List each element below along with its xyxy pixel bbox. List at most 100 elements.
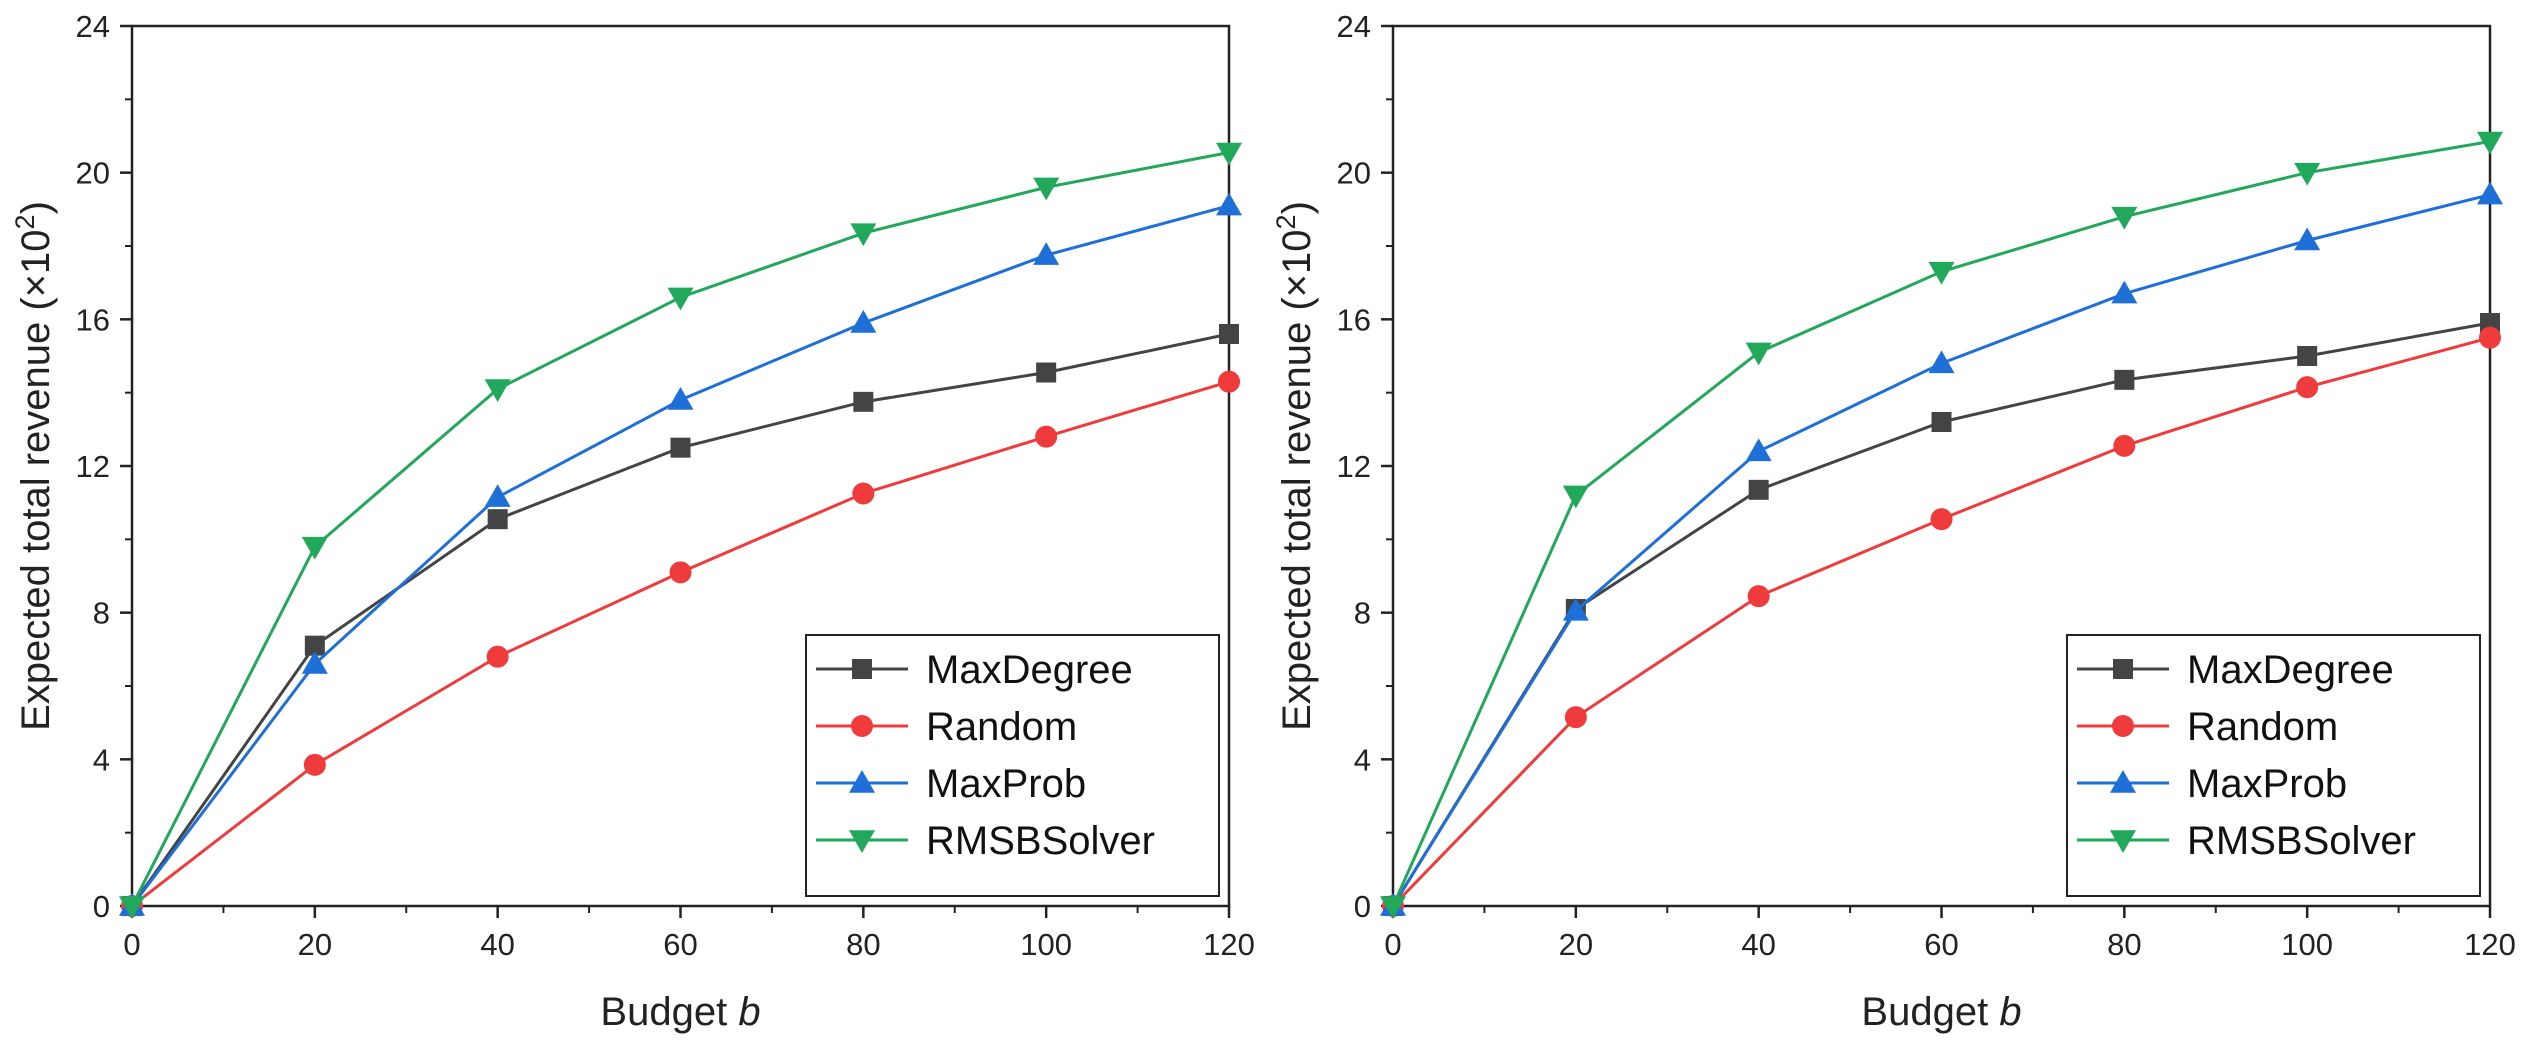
data-point: [119, 896, 145, 919]
legend-item-rmsbsolver: RMSBSolver: [2077, 819, 2416, 863]
y-tick-label: 20: [76, 156, 110, 191]
x-axis-title-text: Budget: [600, 990, 738, 1034]
x-axis-variable: b: [738, 990, 760, 1034]
y-tick-label: 20: [1337, 156, 1371, 191]
legend-label: Random: [926, 705, 1077, 749]
legend-marker: [852, 659, 872, 679]
data-point: [2479, 326, 2501, 349]
data-point: [852, 482, 875, 505]
data-point: [853, 391, 874, 412]
data-point: [1930, 508, 1953, 531]
data-point: [1928, 350, 1955, 374]
x-tick-label: 0: [123, 927, 140, 962]
data-point: [1036, 362, 1057, 383]
data-point: [669, 561, 692, 584]
data-point: [667, 287, 694, 311]
legend-item-rmsbsolver: RMSBSolver: [816, 819, 1155, 863]
data-point: [1745, 438, 1772, 462]
data-point: [1216, 142, 1242, 166]
y-tick-label: 16: [1337, 302, 1371, 337]
y-axis-title-close: ): [14, 201, 58, 214]
y-axis-title-exponent: 2: [10, 214, 40, 229]
x-tick-label: 40: [480, 927, 514, 962]
legend-label: Random: [2187, 705, 2338, 749]
x-tick-label: 100: [1020, 927, 1072, 962]
legend-label: MaxProb: [2187, 762, 2347, 806]
legend-marker: [849, 770, 875, 793]
data-point: [1033, 177, 1060, 201]
legend-item-maxdegree: MaxDegree: [816, 648, 1133, 692]
chart-panel-1: 0 20 40 60 80 100 120 0 4 8 12 16 20 24 Budget b Expect…: [10, 9, 1255, 1034]
legend-box: [805, 634, 1220, 897]
legend-item-maxdegree: MaxDegree: [2077, 648, 2394, 692]
data-point: [484, 484, 511, 507]
series-random: [1382, 326, 2501, 917]
x-tick-label: 40: [1741, 927, 1775, 962]
legend-box: [2066, 634, 2481, 897]
series-maxprob: [1380, 181, 2503, 916]
data-point: [850, 310, 877, 333]
legend-label: MaxDegree: [926, 648, 1133, 692]
legend-marker: [851, 715, 873, 737]
x-axis-title-text: Budget: [1861, 990, 1999, 1034]
data-point: [1219, 324, 1239, 344]
x-tick-label: 120: [2464, 927, 2516, 962]
data-point: [2113, 434, 2136, 457]
x-tick-label: 80: [2107, 927, 2141, 962]
legend-marker: [2110, 830, 2136, 853]
y-tick-label: 24: [1337, 9, 1371, 44]
y-tick-label: 8: [1354, 596, 1371, 631]
data-point: [1562, 485, 1589, 509]
data-point: [1928, 261, 1955, 285]
data-point: [1931, 412, 1952, 432]
x-tick-label: 0: [1384, 927, 1401, 962]
legend-marker: [849, 830, 875, 853]
data-point: [2297, 346, 2318, 366]
data-point: [2294, 227, 2321, 251]
x-tick-label: 20: [298, 927, 332, 962]
data-point: [1745, 342, 1772, 366]
y-tick-label: 0: [1354, 889, 1371, 924]
data-point: [2111, 280, 2138, 304]
data-point: [2477, 181, 2503, 205]
legend-marker: [2110, 770, 2136, 793]
x-tick-label: 20: [1559, 927, 1593, 962]
x-tick-label: 60: [1924, 927, 1958, 962]
legend-item-maxprob: MaxProb: [816, 762, 1086, 806]
y-axis-title: Expected total revenue (×102): [10, 201, 58, 731]
legend-label: RMSBSolver: [926, 819, 1155, 863]
y-tick-label: 0: [93, 889, 110, 924]
data-point: [301, 536, 328, 560]
y-tick-label: 4: [93, 742, 110, 777]
legend-label: RMSBSolver: [2187, 819, 2416, 863]
y-axis-title-text: Expected total revenue (×10: [14, 229, 58, 730]
y-axis-title-exponent: 2: [1271, 214, 1301, 229]
chart-panel-2: 0 20 40 60 80 100 120 0 4 8 12 16 20 24 Budget b Expect…: [1271, 9, 2516, 1034]
data-point: [2296, 376, 2319, 399]
y-axis-title-text: Expected total revenue (×10: [1275, 229, 1319, 730]
data-point: [486, 645, 509, 668]
legend-item-random: Random: [2077, 705, 2338, 749]
legend: MaxDegree Random MaxProb RMSBSolver: [805, 634, 1220, 897]
x-tick-label: 60: [663, 927, 697, 962]
data-point: [2477, 131, 2503, 155]
series-rmsbsolver: [119, 142, 1242, 919]
data-point: [303, 753, 326, 776]
y-tick-label: 4: [1354, 742, 1371, 777]
x-tick-label: 80: [846, 927, 880, 962]
y-axis-title-close: ): [1275, 201, 1319, 214]
data-point: [1564, 706, 1587, 729]
legend-label: MaxDegree: [2187, 648, 2394, 692]
legend-item-maxprob: MaxProb: [2077, 762, 2347, 806]
y-tick-label: 12: [76, 449, 110, 484]
data-point: [1748, 479, 1769, 500]
data-point: [304, 635, 325, 656]
x-axis-title: Budget b: [600, 990, 760, 1034]
x-axis-title: Budget b: [1861, 990, 2021, 1034]
data-point: [301, 651, 328, 674]
data-point: [1747, 585, 1770, 608]
legend-label: MaxProb: [926, 762, 1086, 806]
y-tick-label: 24: [76, 9, 110, 44]
legend: MaxDegree Random MaxProb RMSBSolver: [2066, 634, 2481, 897]
